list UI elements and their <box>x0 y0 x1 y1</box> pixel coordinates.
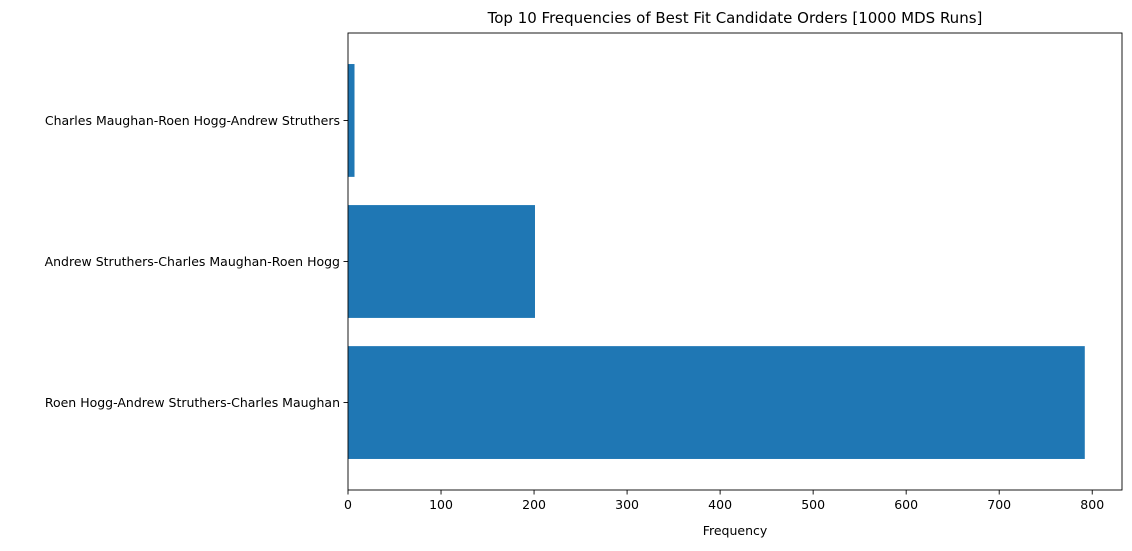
x-axis-ticks: 0 100 200 300 400 500 600 700 800 <box>344 490 1104 512</box>
y-tick-label: Roen Hogg-Andrew Struthers-Charles Maugh… <box>45 395 340 410</box>
x-tick-label: 100 <box>429 497 453 512</box>
x-axis-label: Frequency <box>703 523 768 538</box>
x-tick-label: 400 <box>708 497 732 512</box>
y-tick-label: Charles Maughan-Roen Hogg-Andrew Struthe… <box>45 113 340 128</box>
bar <box>348 64 355 177</box>
x-tick-label: 300 <box>615 497 639 512</box>
x-tick-label: 0 <box>344 497 352 512</box>
bar <box>348 346 1085 459</box>
chart-title: Top 10 Frequencies of Best Fit Candidate… <box>487 9 983 27</box>
bar <box>348 205 535 318</box>
x-tick-label: 700 <box>987 497 1011 512</box>
y-axis-ticks: Roen Hogg-Andrew Struthers-Charles Maugh… <box>45 113 348 410</box>
x-tick-label: 500 <box>801 497 825 512</box>
x-tick-label: 200 <box>522 497 546 512</box>
bars-group <box>348 64 1085 459</box>
x-tick-label: 800 <box>1080 497 1104 512</box>
y-tick-label: Andrew Struthers-Charles Maughan-Roen Ho… <box>45 254 340 269</box>
x-tick-label: 600 <box>894 497 918 512</box>
